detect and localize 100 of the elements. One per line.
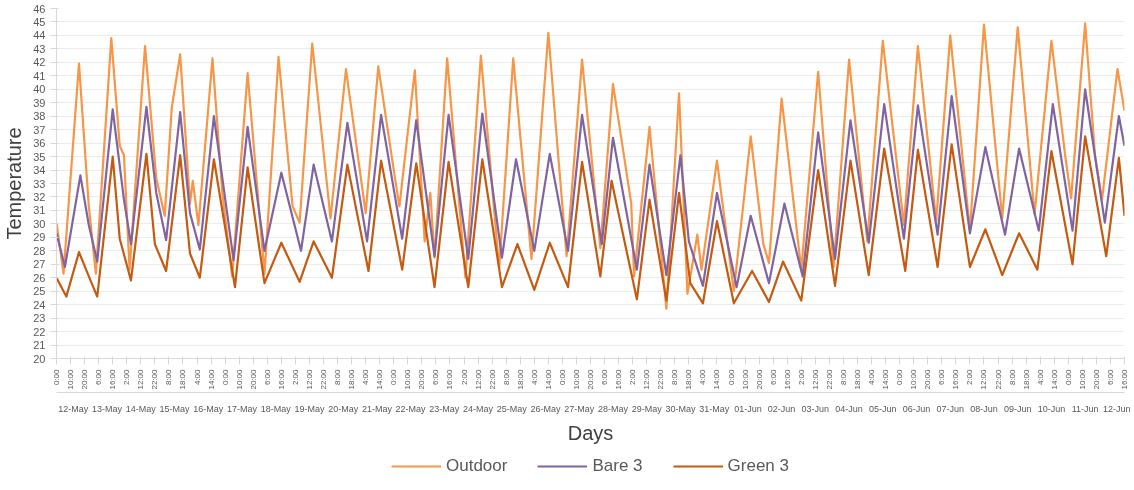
x-tick-label: 12:00 xyxy=(304,368,314,390)
x-tick-label: 10:00 xyxy=(66,368,76,390)
x-tick-label: 14:00 xyxy=(881,368,891,390)
x-tick-label: 16:00 xyxy=(108,368,118,390)
y-tick-label: 41 xyxy=(33,69,46,82)
x2-tick-label: 30-May xyxy=(665,403,696,414)
x2-tick-label: 19-May xyxy=(294,403,325,414)
x-tick-label: 12:00 xyxy=(642,368,652,390)
x2-tick-label: 24-May xyxy=(463,403,494,414)
y-tick-label: 36 xyxy=(33,137,46,150)
y-tick-label: 30 xyxy=(33,217,46,230)
x-tick-label: 2:00 xyxy=(796,368,806,386)
x-tick-label: 18:00 xyxy=(1021,368,1031,390)
x2-tick-label: 12-May xyxy=(58,403,89,414)
legend-label: Green 3 xyxy=(727,456,789,476)
x2-tick-label: 26-May xyxy=(530,403,562,414)
x-tick-label: 10:00 xyxy=(234,368,244,390)
x-tick-label: 8:00 xyxy=(670,368,680,386)
x-tick-label: 12:00 xyxy=(136,368,146,390)
x-tick-label: 8:00 xyxy=(164,368,174,386)
x-tick-label: 0:00 xyxy=(1063,368,1073,386)
x-tick-label: 6:00 xyxy=(1105,368,1115,386)
x-tick-label: 16:00 xyxy=(445,368,455,390)
x-tick-label: 2:00 xyxy=(459,368,469,386)
x-tick-label: 18:00 xyxy=(684,368,694,390)
x-tick-label: 8:00 xyxy=(838,368,848,386)
x2-tick-label: 13-May xyxy=(92,403,123,414)
x2-tick-label: 29-May xyxy=(631,403,663,414)
x-tick-label: 20:00 xyxy=(248,368,258,390)
y-tick-label: 26 xyxy=(33,271,46,284)
x-tick-label: 10:00 xyxy=(909,368,919,390)
y-tick-label: 22 xyxy=(33,325,46,338)
y-tick-label: 39 xyxy=(33,96,46,109)
x-tick-label: 18:00 xyxy=(515,368,525,390)
x2-tick-label: 12-Jun xyxy=(1102,403,1131,414)
x-tick-label: 12:00 xyxy=(473,368,483,390)
y-tick-label: 27 xyxy=(33,258,46,271)
y-tick-label: 28 xyxy=(33,244,46,257)
x-tick-label: 0:00 xyxy=(726,368,736,386)
y-tick-label: 42 xyxy=(33,56,46,69)
x-tick-label: 8:00 xyxy=(333,368,343,386)
x2-tick-label: 23-May xyxy=(429,403,460,414)
legend-label: Outdoor xyxy=(446,456,508,476)
x-tick-label: 4:00 xyxy=(867,368,877,386)
x-tick-label: 22:00 xyxy=(993,368,1003,390)
x-tick-label: 6:00 xyxy=(768,368,778,386)
y-tick-label: 21 xyxy=(33,339,46,352)
x2-tick-label: 10-Jun xyxy=(1037,403,1066,414)
x2-tick-label: 09-Jun xyxy=(1003,403,1032,414)
x2-tick-label: 16-May xyxy=(193,403,224,414)
x-tick-label: 10:00 xyxy=(571,368,581,390)
x-tick-label: 22:00 xyxy=(319,368,328,390)
x-tick-label: 12:00 xyxy=(810,368,820,390)
y-tick-label: 23 xyxy=(33,312,46,325)
x-tick-label: 16:00 xyxy=(1120,368,1129,390)
x-tick-label: 6:00 xyxy=(262,368,272,386)
x2-tick-label: 05-Jun xyxy=(869,403,897,414)
x-tick-label: 14:00 xyxy=(543,368,553,390)
y-tick-label: 46 xyxy=(33,2,46,15)
x-tick-label: 18:00 xyxy=(853,368,862,390)
y-tick-label: 45 xyxy=(33,15,46,28)
x-tick-label: 20:00 xyxy=(80,368,90,390)
x-tick-label: 2:00 xyxy=(965,368,975,386)
x-tick-label: 18:00 xyxy=(178,368,188,390)
x-tick-label: 14:00 xyxy=(375,368,385,390)
y-tick-label: 35 xyxy=(33,150,46,163)
x-tick-label: 6:00 xyxy=(937,368,947,386)
y-tick-label: 34 xyxy=(33,164,46,177)
y-tick-label: 20 xyxy=(33,352,46,365)
x2-tick-label: 03-Jun xyxy=(801,403,830,414)
x-tick-label: 0:00 xyxy=(52,368,61,386)
x2-tick-label: 18-May xyxy=(260,403,292,414)
x2-tick-label: 01-Jun xyxy=(734,403,762,414)
x-axis-title: Days xyxy=(567,421,614,444)
x2-tick-label: 15-May xyxy=(159,403,191,414)
x2-tick-label: 21-May xyxy=(361,403,393,414)
x-tick-label: 12:00 xyxy=(979,368,989,390)
x2-tick-label: 08-Jun xyxy=(970,403,998,414)
x-tick-label: 10:00 xyxy=(740,368,750,390)
y-tick-label: 24 xyxy=(33,298,46,311)
x-tick-label: 6:00 xyxy=(600,368,610,386)
x-tick-label: 20:00 xyxy=(1091,368,1101,390)
x-tick-label: 8:00 xyxy=(501,368,511,386)
y-tick-label: 31 xyxy=(33,204,46,217)
x-tick-label: 4:00 xyxy=(361,368,371,386)
y-tick-label: 44 xyxy=(33,29,46,42)
y-tick-label: 29 xyxy=(33,231,46,244)
x-tick-label: 16:00 xyxy=(276,368,286,390)
x-tick-label: 6:00 xyxy=(94,368,104,386)
x2-tick-label: 22-May xyxy=(395,403,427,414)
x-tick-label: 2:00 xyxy=(122,368,132,386)
x-tick-label: 4:00 xyxy=(529,368,539,386)
x2-tick-label: 20-May xyxy=(328,403,359,414)
y-tick-label: 38 xyxy=(33,110,46,123)
x-tick-label: 22:00 xyxy=(487,368,497,390)
x-tick-label: 6:00 xyxy=(431,368,441,386)
x-tick-label: 22:00 xyxy=(656,368,666,390)
x-tick-label: 16:00 xyxy=(782,368,792,390)
y-tick-label: 43 xyxy=(33,42,46,55)
x-tick-label: 20:00 xyxy=(586,368,595,390)
